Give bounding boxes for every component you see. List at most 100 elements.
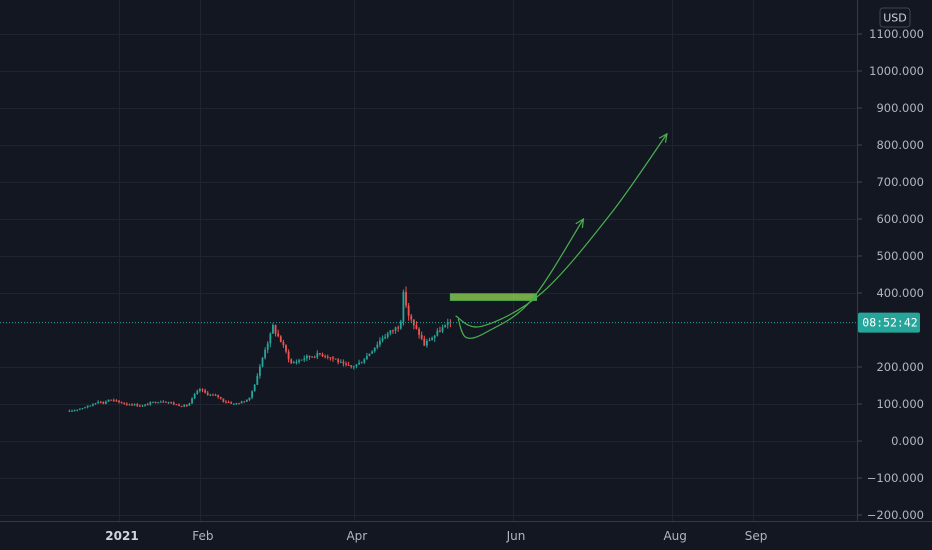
candle-body bbox=[261, 357, 264, 367]
candle bbox=[373, 347, 376, 353]
candle bbox=[337, 358, 340, 365]
candle bbox=[405, 286, 407, 308]
candle bbox=[91, 403, 94, 407]
candle-body bbox=[138, 405, 141, 407]
candle bbox=[345, 361, 347, 367]
candle-body bbox=[402, 291, 405, 322]
currency-badge-box bbox=[879, 7, 911, 28]
candle-body bbox=[363, 359, 366, 363]
candle bbox=[245, 399, 248, 403]
candle-body bbox=[180, 406, 183, 408]
candle-body bbox=[238, 403, 240, 405]
candle-body bbox=[123, 403, 126, 405]
candle-body bbox=[285, 345, 287, 352]
price-tick-label: 100.000 bbox=[876, 397, 924, 411]
candle-body bbox=[439, 330, 441, 332]
candle-body bbox=[394, 327, 397, 331]
candle-body bbox=[73, 410, 76, 412]
candle bbox=[191, 397, 193, 405]
candle-body bbox=[392, 330, 394, 332]
candle-body bbox=[251, 391, 253, 398]
price-tick-label: 900.000 bbox=[876, 101, 924, 115]
candle-body bbox=[217, 395, 220, 397]
candle-body bbox=[360, 362, 363, 364]
candle bbox=[107, 399, 110, 402]
candle bbox=[183, 404, 186, 408]
candle bbox=[332, 355, 334, 362]
candle-body bbox=[219, 396, 222, 399]
candle-body bbox=[358, 362, 360, 365]
time-tick-label: Sep bbox=[745, 529, 768, 543]
candle bbox=[212, 393, 214, 396]
candle-body bbox=[316, 353, 319, 358]
candle-body bbox=[292, 362, 295, 364]
candle bbox=[219, 396, 222, 400]
price-axis[interactable]: 1100.000 1000.000 900.000 800.000 700.000 600… bbox=[858, 27, 924, 522]
candle-body bbox=[321, 354, 324, 357]
candle bbox=[225, 400, 227, 404]
candle bbox=[269, 332, 272, 348]
candle bbox=[222, 398, 225, 403]
candle bbox=[157, 401, 160, 404]
candle bbox=[418, 327, 420, 339]
candle-body bbox=[436, 330, 439, 336]
candle bbox=[266, 341, 269, 354]
candle-body bbox=[384, 336, 387, 339]
candle bbox=[94, 402, 97, 405]
candle bbox=[248, 397, 251, 402]
candle bbox=[355, 364, 358, 369]
candles bbox=[68, 286, 452, 412]
currency-badge[interactable]: USD bbox=[879, 7, 911, 28]
candle-body bbox=[206, 392, 209, 395]
candle-body bbox=[444, 324, 447, 328]
candle-body bbox=[332, 357, 334, 359]
candle-body bbox=[84, 407, 86, 409]
candle bbox=[303, 355, 306, 362]
time-axis[interactable]: 2021 Feb Apr Jun Aug Sep bbox=[105, 529, 767, 543]
candle bbox=[386, 331, 389, 339]
candle bbox=[118, 400, 120, 404]
last-price-tag-box bbox=[858, 312, 920, 333]
candle-body bbox=[235, 403, 238, 405]
candle bbox=[274, 324, 277, 337]
candle bbox=[253, 383, 256, 392]
candle bbox=[365, 352, 368, 360]
candle-body bbox=[305, 355, 308, 359]
candle bbox=[339, 359, 342, 363]
candle-body bbox=[105, 401, 107, 404]
candle-body bbox=[397, 327, 400, 329]
candle-body bbox=[376, 344, 379, 348]
price-tick-label: 1000.000 bbox=[869, 64, 924, 78]
candle-body bbox=[222, 398, 225, 402]
candle-body bbox=[154, 401, 157, 403]
candle-body bbox=[107, 399, 110, 402]
projection-arrow[interactable] bbox=[457, 217, 585, 339]
candle bbox=[439, 326, 441, 333]
price-tick-label: 800.000 bbox=[876, 138, 924, 152]
price-tick-label: −200.000 bbox=[867, 508, 924, 522]
drawings[interactable] bbox=[449, 132, 668, 339]
candle-body bbox=[342, 361, 345, 364]
candle-body bbox=[232, 403, 235, 405]
candle bbox=[68, 409, 71, 412]
price-tick-label: 0.000 bbox=[891, 434, 924, 448]
candle-body bbox=[196, 391, 199, 395]
candle bbox=[272, 323, 274, 334]
candle-body bbox=[141, 405, 144, 407]
candle-body bbox=[269, 333, 272, 344]
candle bbox=[384, 333, 387, 340]
candle bbox=[138, 404, 141, 407]
candle bbox=[217, 394, 220, 399]
projection-arrow[interactable] bbox=[455, 132, 668, 328]
candle bbox=[206, 390, 209, 396]
candle-body bbox=[303, 358, 306, 360]
candle-body bbox=[99, 401, 102, 403]
candle bbox=[159, 400, 162, 403]
candle-body bbox=[415, 325, 418, 329]
candle bbox=[185, 404, 188, 407]
candle-body bbox=[133, 404, 136, 406]
candle bbox=[123, 402, 126, 405]
target-zone-rectangle[interactable] bbox=[449, 293, 537, 301]
candle-body bbox=[71, 410, 73, 412]
